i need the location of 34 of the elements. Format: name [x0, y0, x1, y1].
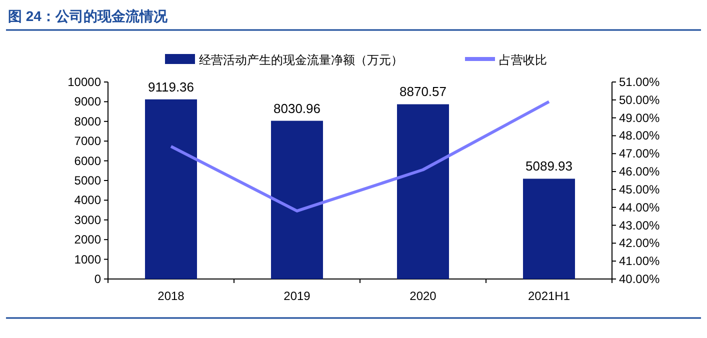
y-tick-label: 7000 — [74, 134, 102, 148]
y2-tick-label: 51.00% — [619, 75, 660, 89]
x-tick-label: 2021H1 — [528, 289, 570, 303]
data-label: 8870.57 — [400, 84, 446, 100]
y2-tick-label: 47.00% — [619, 146, 660, 161]
y-tick-label: 8000 — [74, 114, 102, 128]
y2-tick-label: 43.00% — [619, 218, 660, 232]
y2-tick-label: 46.00% — [619, 164, 660, 179]
data-label: 8030.96 — [274, 100, 320, 116]
y-tick-label: 5000 — [74, 174, 102, 188]
data-label: 9119.36 — [148, 79, 194, 94]
y2-tick-label: 42.00% — [619, 236, 660, 250]
data-label: 5089.93 — [526, 158, 572, 174]
x-tick-label: 2018 — [158, 289, 185, 303]
y2-tick-label: 41.00% — [619, 254, 660, 268]
y2-tick-label: 45.00% — [619, 182, 660, 196]
y-tick-label: 0 — [94, 272, 102, 286]
legend-label: 占营收比 — [499, 53, 547, 67]
y2-tick-label: 49.00% — [619, 110, 660, 125]
y-tick-label: 1000 — [74, 252, 102, 266]
y-tick-label: 2000 — [74, 232, 102, 247]
y-tick-label: 4000 — [74, 193, 102, 208]
legend-label: 经营活动产生的现金流量净额（万元） — [199, 53, 403, 67]
x-tick-label: 2019 — [284, 289, 311, 303]
y-tick-label: 6000 — [74, 154, 102, 168]
x-tick-label: 2020 — [410, 289, 437, 303]
title: 图 24：公司的现金流情况 — [8, 8, 168, 24]
y-tick-label: 3000 — [74, 212, 102, 227]
y2-tick-label: 48.00% — [619, 128, 660, 143]
y2-tick-label: 40.00% — [619, 272, 660, 286]
y-tick-label: 10000 — [68, 75, 102, 89]
y2-tick-label: 44.00% — [619, 200, 660, 214]
y-tick-label: 9000 — [74, 94, 102, 109]
y2-tick-label: 50.00% — [619, 92, 660, 107]
